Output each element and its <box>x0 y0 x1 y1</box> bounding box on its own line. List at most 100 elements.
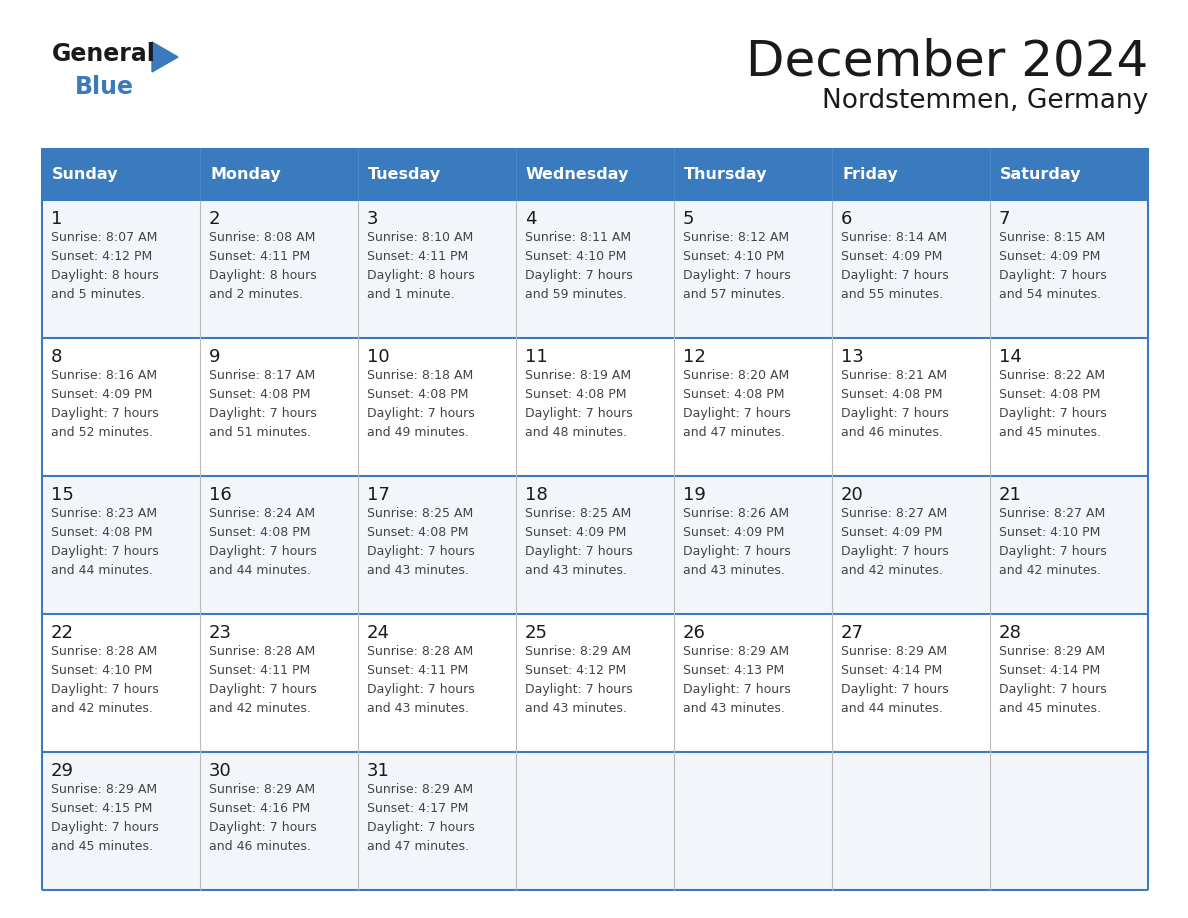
Text: Daylight: 8 hours: Daylight: 8 hours <box>367 269 475 282</box>
Text: Thursday: Thursday <box>684 166 767 182</box>
Text: Daylight: 7 hours: Daylight: 7 hours <box>51 407 159 420</box>
Text: and 52 minutes.: and 52 minutes. <box>51 426 153 439</box>
Text: December 2024: December 2024 <box>746 38 1148 86</box>
Bar <box>832 148 990 200</box>
Text: Daylight: 8 hours: Daylight: 8 hours <box>209 269 317 282</box>
Text: Sunset: 4:09 PM: Sunset: 4:09 PM <box>841 250 942 263</box>
Text: Sunset: 4:13 PM: Sunset: 4:13 PM <box>683 664 784 677</box>
Text: 9: 9 <box>209 348 221 366</box>
Text: Sunrise: 8:29 AM: Sunrise: 8:29 AM <box>209 783 315 796</box>
Text: and 44 minutes.: and 44 minutes. <box>209 564 311 577</box>
Text: Sunrise: 8:08 AM: Sunrise: 8:08 AM <box>209 231 315 244</box>
Text: Daylight: 7 hours: Daylight: 7 hours <box>367 545 475 558</box>
Text: Sunset: 4:15 PM: Sunset: 4:15 PM <box>51 802 152 815</box>
Text: and 48 minutes.: and 48 minutes. <box>525 426 627 439</box>
Text: 8: 8 <box>51 348 63 366</box>
Text: Sunrise: 8:19 AM: Sunrise: 8:19 AM <box>525 369 631 382</box>
Text: 12: 12 <box>683 348 706 366</box>
Text: Sunset: 4:08 PM: Sunset: 4:08 PM <box>51 526 152 539</box>
Text: Sunset: 4:12 PM: Sunset: 4:12 PM <box>51 250 152 263</box>
Text: 17: 17 <box>367 486 390 504</box>
Text: and 46 minutes.: and 46 minutes. <box>841 426 943 439</box>
Text: Daylight: 7 hours: Daylight: 7 hours <box>999 407 1107 420</box>
Text: Sunrise: 8:24 AM: Sunrise: 8:24 AM <box>209 507 315 520</box>
Text: 26: 26 <box>683 624 706 642</box>
Text: and 47 minutes.: and 47 minutes. <box>367 840 469 853</box>
Text: and 43 minutes.: and 43 minutes. <box>367 702 469 715</box>
Bar <box>42 200 1148 338</box>
Text: 1: 1 <box>51 210 63 228</box>
Bar <box>42 752 1148 890</box>
Text: Sunset: 4:11 PM: Sunset: 4:11 PM <box>367 250 468 263</box>
Text: and 45 minutes.: and 45 minutes. <box>51 840 153 853</box>
Text: 11: 11 <box>525 348 548 366</box>
Text: 22: 22 <box>51 624 74 642</box>
Text: Sunset: 4:14 PM: Sunset: 4:14 PM <box>841 664 942 677</box>
Text: 16: 16 <box>209 486 232 504</box>
Text: Sunset: 4:08 PM: Sunset: 4:08 PM <box>367 526 468 539</box>
Text: Sunrise: 8:16 AM: Sunrise: 8:16 AM <box>51 369 157 382</box>
Text: Daylight: 7 hours: Daylight: 7 hours <box>525 545 633 558</box>
Text: Sunset: 4:09 PM: Sunset: 4:09 PM <box>525 526 626 539</box>
Text: 3: 3 <box>367 210 379 228</box>
Text: 2: 2 <box>209 210 221 228</box>
Bar <box>200 148 358 200</box>
Text: Sunrise: 8:29 AM: Sunrise: 8:29 AM <box>999 645 1105 658</box>
Text: Sunset: 4:10 PM: Sunset: 4:10 PM <box>51 664 152 677</box>
Bar <box>990 148 1148 200</box>
Text: 10: 10 <box>367 348 390 366</box>
Text: and 5 minutes.: and 5 minutes. <box>51 288 145 301</box>
Text: and 42 minutes.: and 42 minutes. <box>209 702 311 715</box>
Text: and 43 minutes.: and 43 minutes. <box>367 564 469 577</box>
Text: Sunset: 4:08 PM: Sunset: 4:08 PM <box>841 388 942 401</box>
Text: and 54 minutes.: and 54 minutes. <box>999 288 1101 301</box>
Text: Sunset: 4:11 PM: Sunset: 4:11 PM <box>367 664 468 677</box>
Text: Sunset: 4:09 PM: Sunset: 4:09 PM <box>51 388 152 401</box>
Text: Daylight: 7 hours: Daylight: 7 hours <box>683 683 791 696</box>
Text: 27: 27 <box>841 624 864 642</box>
Bar <box>674 148 832 200</box>
Text: 19: 19 <box>683 486 706 504</box>
Text: Daylight: 7 hours: Daylight: 7 hours <box>51 821 159 834</box>
Text: Sunrise: 8:21 AM: Sunrise: 8:21 AM <box>841 369 947 382</box>
Text: and 43 minutes.: and 43 minutes. <box>525 564 627 577</box>
Text: and 46 minutes.: and 46 minutes. <box>209 840 311 853</box>
Text: 25: 25 <box>525 624 548 642</box>
Text: Sunset: 4:16 PM: Sunset: 4:16 PM <box>209 802 310 815</box>
Text: 21: 21 <box>999 486 1022 504</box>
Text: Sunrise: 8:20 AM: Sunrise: 8:20 AM <box>683 369 789 382</box>
Text: and 45 minutes.: and 45 minutes. <box>999 426 1101 439</box>
Text: Daylight: 7 hours: Daylight: 7 hours <box>683 407 791 420</box>
Text: Daylight: 7 hours: Daylight: 7 hours <box>525 683 633 696</box>
Text: Nordstemmen, Germany: Nordstemmen, Germany <box>822 88 1148 114</box>
Text: Sunrise: 8:29 AM: Sunrise: 8:29 AM <box>51 783 157 796</box>
Text: 24: 24 <box>367 624 390 642</box>
Text: Sunrise: 8:22 AM: Sunrise: 8:22 AM <box>999 369 1105 382</box>
Text: Sunset: 4:08 PM: Sunset: 4:08 PM <box>209 388 310 401</box>
Bar <box>358 148 516 200</box>
Text: Sunrise: 8:26 AM: Sunrise: 8:26 AM <box>683 507 789 520</box>
Text: and 44 minutes.: and 44 minutes. <box>51 564 153 577</box>
Polygon shape <box>152 42 178 72</box>
Text: Sunset: 4:09 PM: Sunset: 4:09 PM <box>683 526 784 539</box>
Text: Sunrise: 8:25 AM: Sunrise: 8:25 AM <box>367 507 473 520</box>
Text: Daylight: 7 hours: Daylight: 7 hours <box>209 407 317 420</box>
Text: Daylight: 7 hours: Daylight: 7 hours <box>525 407 633 420</box>
Text: Sunrise: 8:29 AM: Sunrise: 8:29 AM <box>367 783 473 796</box>
Text: and 55 minutes.: and 55 minutes. <box>841 288 943 301</box>
Text: Sunrise: 8:29 AM: Sunrise: 8:29 AM <box>525 645 631 658</box>
Text: 18: 18 <box>525 486 548 504</box>
Text: and 59 minutes.: and 59 minutes. <box>525 288 627 301</box>
Text: 20: 20 <box>841 486 864 504</box>
Text: 23: 23 <box>209 624 232 642</box>
Text: Blue: Blue <box>75 75 134 99</box>
Text: and 57 minutes.: and 57 minutes. <box>683 288 785 301</box>
Text: Sunrise: 8:14 AM: Sunrise: 8:14 AM <box>841 231 947 244</box>
Text: Daylight: 8 hours: Daylight: 8 hours <box>51 269 159 282</box>
Text: Sunrise: 8:10 AM: Sunrise: 8:10 AM <box>367 231 473 244</box>
Text: Sunrise: 8:18 AM: Sunrise: 8:18 AM <box>367 369 473 382</box>
Bar <box>42 476 1148 614</box>
Text: Sunday: Sunday <box>52 166 119 182</box>
Text: Daylight: 7 hours: Daylight: 7 hours <box>51 545 159 558</box>
Text: Sunrise: 8:11 AM: Sunrise: 8:11 AM <box>525 231 631 244</box>
